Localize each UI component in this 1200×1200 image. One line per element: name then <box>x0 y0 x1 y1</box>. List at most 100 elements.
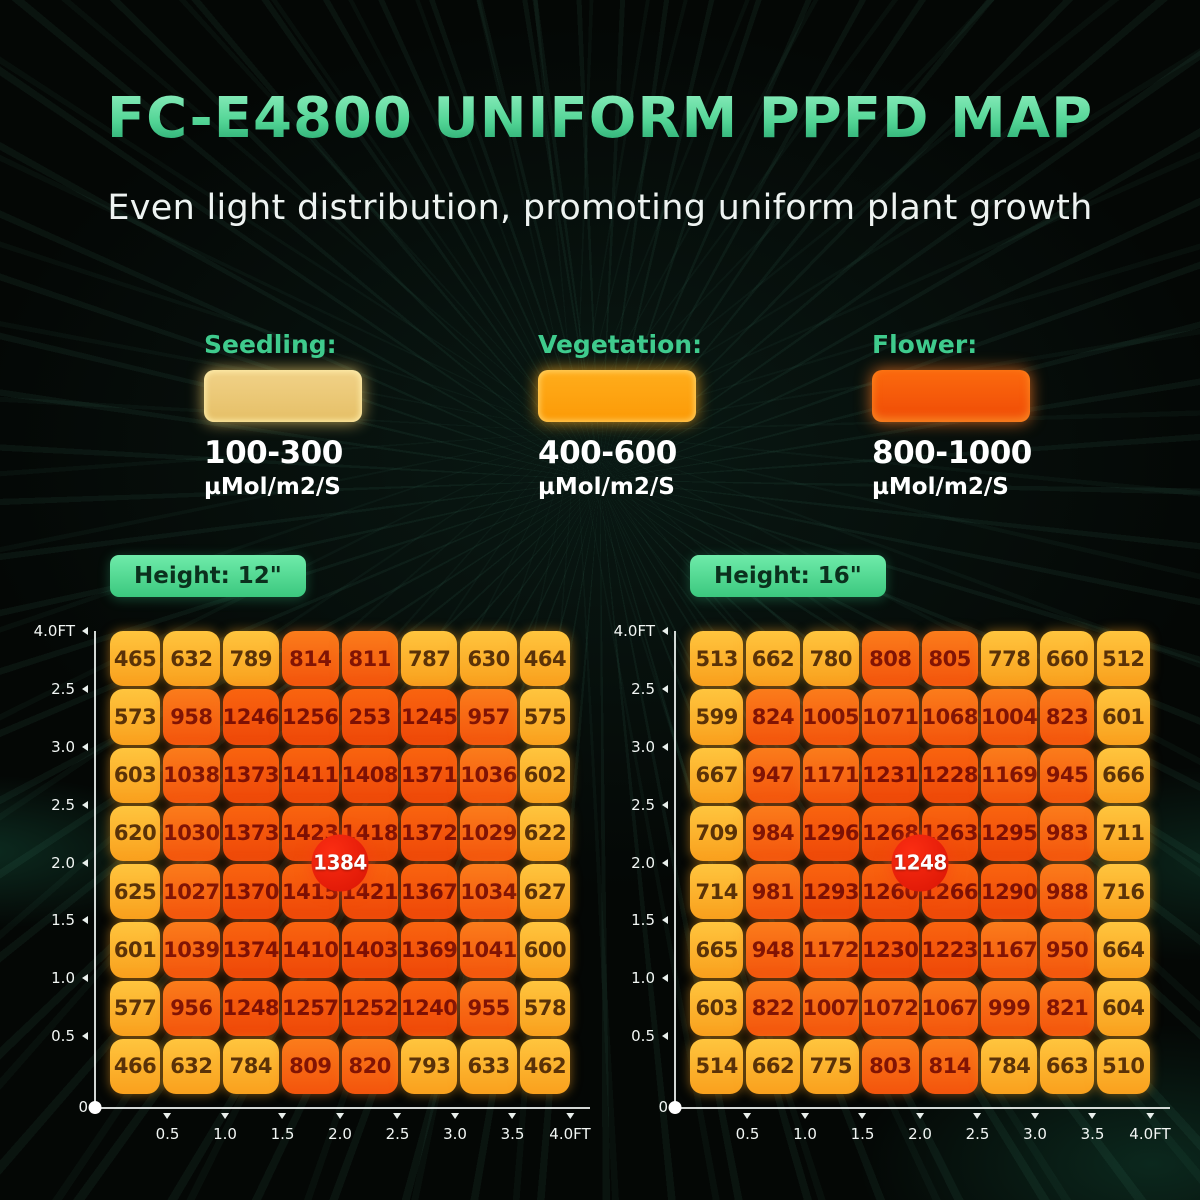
legend: Seedling: 100-300 µMol/m2/S Vegetation: … <box>34 330 1200 500</box>
x-axis-tick: 4.0FT <box>1129 1113 1171 1143</box>
plot-16: 4.0FT 2.5 3.0 2.5 2.0 1.5 1.0 0.5 0 513 662 780 808… <box>614 622 1171 1143</box>
y-tick-label: 2.0 <box>631 853 655 872</box>
ppfd-cell: 1169 <box>980 747 1038 803</box>
ppfd-cell: 662 <box>746 1038 800 1094</box>
ppfd-cell: 948 <box>746 922 800 978</box>
ppfd-cell: 1223 <box>921 922 978 978</box>
y-axis-tick: 2.0 <box>631 854 668 872</box>
x-tick-label: 3.0 <box>443 1125 467 1143</box>
ppfd-cell: 603 <box>690 980 744 1036</box>
ppfd-cell: 1240 <box>400 980 458 1036</box>
ppfd-cell: 1260 <box>862 864 919 920</box>
x-tick-label: 0.5 <box>735 1125 760 1143</box>
x-axis-tick: 2.5 <box>966 1113 989 1143</box>
ppfd-cell: 1372 <box>400 805 458 861</box>
tick-triangle-icon <box>450 1113 459 1119</box>
ppfd-cell: 1367 <box>400 864 458 920</box>
ppfd-cell: 1293 <box>802 864 860 920</box>
x-tick-label: 2.5 <box>385 1125 410 1143</box>
y-axis-tick: 3.0 <box>51 738 88 756</box>
x-tick-label: 1.0 <box>213 1125 237 1143</box>
x-axis-tick: 0.5 <box>735 1113 760 1143</box>
y-axis: 4.0FT 2.5 3.0 2.5 2.0 1.5 1.0 0.5 0 <box>24 622 88 1116</box>
x-axis-tick: 3.0 <box>443 1113 467 1143</box>
tick-triangle-icon <box>662 858 668 867</box>
ppfd-cell: 1004 <box>980 689 1038 745</box>
ppfd-cell: 632 <box>163 1038 220 1094</box>
ppfd-cell: 1252 <box>341 980 398 1036</box>
legend-unit: µMol/m2/S <box>872 474 1009 500</box>
tick-triangle-icon <box>973 1113 982 1119</box>
legend-range: 800-1000 <box>872 435 1032 471</box>
heatmap-grid: 513 662 780 808 805 778 660 512 599 824 1005 1071 10… <box>690 631 1150 1094</box>
ppfd-cell: 984 <box>746 805 800 861</box>
ppfd-cell: 711 <box>1096 805 1150 861</box>
tick-triangle-icon <box>662 916 668 925</box>
y-tick-label: 2.0 <box>51 853 75 872</box>
ppfd-cell: 955 <box>460 980 517 1036</box>
ppfd-cell: 1068 <box>921 689 978 745</box>
ppfd-cell: 1257 <box>282 980 339 1036</box>
ppfd-cell: 1371 <box>400 747 458 803</box>
ppfd-cell: 803 <box>862 1038 919 1094</box>
ppfd-cell: 513 <box>690 631 744 687</box>
x-tick-label: 3.0 <box>1023 1125 1047 1143</box>
ppfd-cell: 660 <box>1040 631 1094 687</box>
ppfd-cell: 1408 <box>341 747 398 803</box>
tick-triangle-icon <box>82 800 88 809</box>
tick-triangle-icon <box>220 1113 229 1119</box>
ppfd-cell: 664 <box>1096 922 1150 978</box>
tick-triangle-icon <box>82 974 88 983</box>
ppfd-cell: 1418 <box>341 805 398 861</box>
y-axis-tick: 1.0 <box>631 969 668 987</box>
ppfd-cell: 1410 <box>282 922 339 978</box>
y-tick-label: 1.0 <box>631 969 655 988</box>
legend-range: 100-300 <box>204 435 343 471</box>
ppfd-cell: 808 <box>862 631 919 687</box>
tick-triangle-icon <box>508 1113 517 1119</box>
ppfd-cell: 709 <box>690 805 744 861</box>
x-axis-line <box>94 1107 590 1109</box>
ppfd-cell: 780 <box>802 631 860 687</box>
ppfd-cell: 1007 <box>802 980 860 1036</box>
y-axis-tick: 3.0 <box>631 738 668 756</box>
y-axis-tick: 2.0 <box>51 854 88 872</box>
ppfd-cell: 622 <box>519 805 570 861</box>
tick-triangle-icon <box>82 627 88 635</box>
ppfd-cell: 602 <box>519 747 570 803</box>
ppfd-cell: 1027 <box>163 864 220 920</box>
x-tick-label: 1.5 <box>850 1125 875 1143</box>
x-tick-label: 4.0FT <box>549 1125 591 1143</box>
ppfd-cell: 784 <box>222 1038 280 1094</box>
y-axis-tick: 1.5 <box>51 911 88 929</box>
ppfd-cell: 632 <box>163 631 220 687</box>
ppfd-map-12: Height: 12" 4.0FT 2.5 3.0 2.5 2.0 1.5 1.0 0.5 0 … <box>32 555 591 1143</box>
ppfd-cell: 956 <box>163 980 220 1036</box>
ppfd-cell: 950 <box>1040 922 1094 978</box>
ppfd-cell: 716 <box>1096 864 1150 920</box>
ppfd-cell: 627 <box>519 864 570 920</box>
ppfd-cell: 1231 <box>862 747 919 803</box>
x-axis-tick: 1.5 <box>850 1113 875 1143</box>
ppfd-cell: 945 <box>1040 747 1094 803</box>
y-tick-label: 2.5 <box>631 795 655 814</box>
x-tick-label: 2.0 <box>328 1125 352 1143</box>
ppfd-cell: 1041 <box>460 922 517 978</box>
ppfd-cell: 577 <box>110 980 161 1036</box>
x-tick-label: 3.5 <box>500 1125 525 1143</box>
ppfd-cell: 466 <box>110 1038 161 1094</box>
ppfd-cell: 667 <box>690 747 744 803</box>
vegetation-swatch <box>538 370 696 422</box>
ppfd-cell: 823 <box>1040 689 1094 745</box>
ppfd-cell: 1067 <box>921 980 978 1036</box>
ppfd-cell: 983 <box>1040 805 1094 861</box>
ppfd-cell: 620 <box>110 805 161 861</box>
y-axis-tick: 1.5 <box>631 911 668 929</box>
ppfd-cell: 1034 <box>460 864 517 920</box>
y-axis-tick: 0 <box>658 1098 668 1116</box>
ppfd-cell: 253 <box>341 689 398 745</box>
page-title: FC-E4800 UNIFORM PPFD MAP <box>0 86 1200 151</box>
ppfd-cell: 811 <box>341 631 398 687</box>
ppfd-cell: 814 <box>921 1038 978 1094</box>
